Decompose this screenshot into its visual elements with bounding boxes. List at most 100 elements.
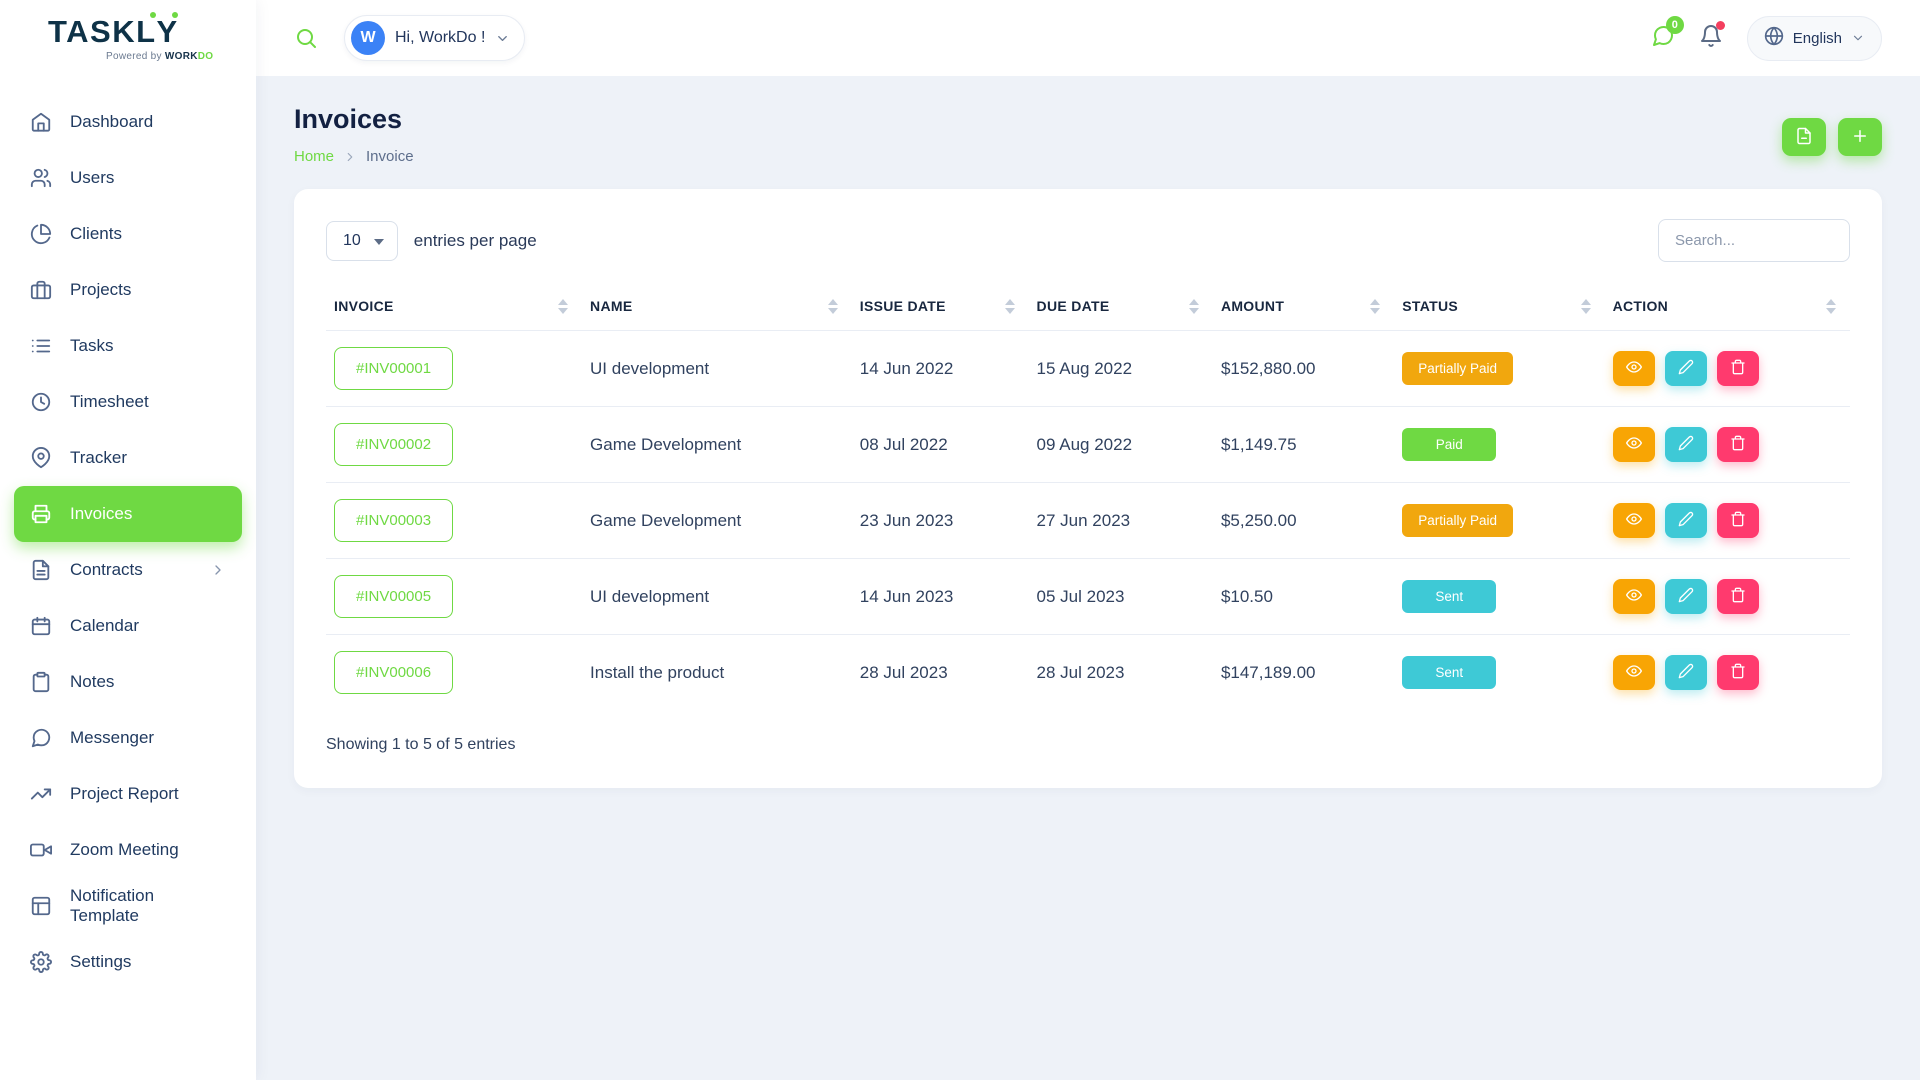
sidebar-item-timesheet[interactable]: Timesheet: [14, 374, 242, 430]
sidebar-item-tasks[interactable]: Tasks: [14, 318, 242, 374]
search-icon[interactable]: [294, 26, 318, 50]
create-invoice-button[interactable]: [1838, 118, 1882, 156]
sidebar-item-label: Notes: [70, 672, 115, 691]
sidebar-item-dashboard[interactable]: Dashboard: [14, 94, 242, 150]
sidebar-item-contracts[interactable]: Contracts: [14, 542, 242, 598]
search-input[interactable]: [1658, 219, 1850, 262]
column-header-amount[interactable]: AMOUNT: [1213, 292, 1394, 331]
zoom-icon: [30, 839, 52, 861]
invoice-number-link[interactable]: #INV00006: [334, 651, 454, 694]
column-header-invoice[interactable]: INVOICE: [326, 292, 582, 331]
sidebar-item-label: Calendar: [70, 616, 139, 635]
messages-button[interactable]: 0: [1651, 15, 1684, 53]
invoice-name: Game Development: [582, 482, 852, 559]
language-label: English: [1792, 29, 1842, 47]
column-header-status[interactable]: STATUS: [1394, 292, 1604, 331]
eye-icon: [1625, 511, 1642, 530]
notes-icon: [30, 671, 52, 693]
column-header-action[interactable]: ACTION: [1605, 292, 1850, 331]
issue-date: 14 Jun 2023: [851, 558, 1029, 635]
clients-icon: [30, 223, 52, 245]
breadcrumb: Home Invoice: [294, 148, 414, 165]
notifications-button[interactable]: [1699, 20, 1725, 53]
sidebar-item-label: Invoices: [70, 504, 133, 523]
status-badge: Partially Paid: [1402, 352, 1514, 385]
invoice-number-link[interactable]: #INV00001: [334, 347, 454, 390]
notification-dot: [1715, 20, 1725, 30]
breadcrumb-home-link[interactable]: Home: [294, 148, 335, 165]
delete-invoice-button[interactable]: [1716, 503, 1759, 538]
sidebar-item-tracker[interactable]: Tracker: [14, 430, 242, 486]
sidebar-item-invoices[interactable]: Invoices: [14, 486, 242, 542]
invoices-table: INVOICE NAME ISSUE DATE DUE DATE AMOUNT STATU…: [326, 292, 1850, 710]
view-invoice-button[interactable]: [1612, 351, 1655, 386]
delete-invoice-button[interactable]: [1716, 655, 1759, 690]
amount: $5,250.00: [1212, 482, 1395, 559]
column-header-issue_date[interactable]: ISSUE DATE: [852, 292, 1029, 331]
column-header-due_date[interactable]: DUE DATE: [1029, 292, 1213, 331]
export-icon: [1795, 127, 1813, 148]
invoice-name: UI development: [582, 330, 852, 407]
messages-badge: 0: [1665, 15, 1684, 34]
user-menu[interactable]: W Hi, WorkDo !: [344, 15, 526, 61]
invoices-card: 10 entries per page INVOICE NAME ISSUE DAT…: [294, 189, 1882, 788]
invoice-number-link[interactable]: #INV00005: [334, 575, 454, 618]
status-badge: Partially Paid: [1402, 504, 1514, 537]
invoice-number-link[interactable]: #INV00002: [334, 423, 454, 466]
status-badge: Sent: [1402, 656, 1497, 689]
issue-date: 23 Jun 2023: [851, 482, 1029, 559]
column-label: INVOICE: [334, 298, 394, 314]
trash-icon: [1730, 359, 1746, 378]
sidebar-item-zoom-meeting[interactable]: Zoom Meeting: [14, 822, 242, 878]
due-date: 15 Aug 2022: [1028, 330, 1213, 407]
sidebar-item-projects[interactable]: Projects: [14, 262, 242, 318]
edit-invoice-button[interactable]: [1664, 655, 1707, 690]
user-greeting: Hi, WorkDo !: [395, 29, 486, 46]
invoice-number-link[interactable]: #INV00003: [334, 499, 454, 542]
column-header-name[interactable]: NAME: [582, 292, 852, 331]
sort-arrows-icon: [1370, 298, 1381, 314]
delete-invoice-button[interactable]: [1716, 351, 1759, 386]
page-actions: [1782, 118, 1882, 156]
language-selector[interactable]: English: [1746, 15, 1882, 61]
sidebar-item-notes[interactable]: Notes: [14, 654, 242, 710]
table-row: #INV00002 Game Development 08 Jul 2022 09 A…: [326, 406, 1850, 483]
sidebar-item-project-report[interactable]: Project Report: [14, 766, 242, 822]
view-invoice-button[interactable]: [1612, 655, 1655, 690]
status-badge: Sent: [1402, 580, 1497, 613]
sidebar-item-label: Settings: [70, 952, 132, 971]
delete-invoice-button[interactable]: [1716, 579, 1759, 614]
view-invoice-button[interactable]: [1612, 427, 1655, 462]
sidebar-item-label: Tracker: [70, 448, 127, 467]
sidebar-item-settings[interactable]: Settings: [14, 934, 242, 990]
edit-invoice-button[interactable]: [1664, 503, 1707, 538]
export-invoices-button[interactable]: [1782, 118, 1826, 156]
tracker-icon: [30, 447, 52, 469]
table-row: #INV00005 UI development 14 Jun 2023 05 Jul…: [326, 558, 1850, 635]
sidebar-nav: Dashboard Users Clients Projects Tasks Timesh…: [0, 76, 256, 990]
main-content: Invoices Home Invoice 10 entries per pag…: [256, 0, 1920, 788]
sidebar-item-users[interactable]: Users: [14, 150, 242, 206]
sidebar-item-messenger[interactable]: Messenger: [14, 710, 242, 766]
invoice-table-body: #INV00001 UI development 14 Jun 2022 15 Aug…: [326, 330, 1850, 710]
entries-per-page-label: entries per page: [413, 230, 537, 250]
sidebar-item-notification-template[interactable]: Notification Template: [14, 878, 242, 934]
app-logo[interactable]: TASKLY Powered by WORKDO: [0, 0, 256, 76]
sort-arrows-icon: [1580, 298, 1591, 314]
edit-invoice-button[interactable]: [1664, 579, 1707, 614]
view-invoice-button[interactable]: [1612, 503, 1655, 538]
sort-arrows-icon: [827, 298, 838, 314]
issue-date: 28 Jul 2023: [851, 634, 1029, 710]
view-invoice-button[interactable]: [1612, 579, 1655, 614]
table-row: #INV00003 Game Development 23 Jun 2023 27 J…: [326, 482, 1850, 559]
sidebar-item-clients[interactable]: Clients: [14, 206, 242, 262]
tasks-icon: [30, 335, 52, 357]
edit-invoice-button[interactable]: [1664, 351, 1707, 386]
edit-invoice-button[interactable]: [1664, 427, 1707, 462]
sidebar-item-calendar[interactable]: Calendar: [14, 598, 242, 654]
column-label: AMOUNT: [1220, 298, 1285, 314]
eye-icon: [1625, 435, 1642, 454]
table-row: #INV00001 UI development 14 Jun 2022 15 Aug…: [326, 330, 1850, 407]
delete-invoice-button[interactable]: [1716, 427, 1759, 462]
entries-per-page-select[interactable]: 10: [326, 220, 398, 261]
